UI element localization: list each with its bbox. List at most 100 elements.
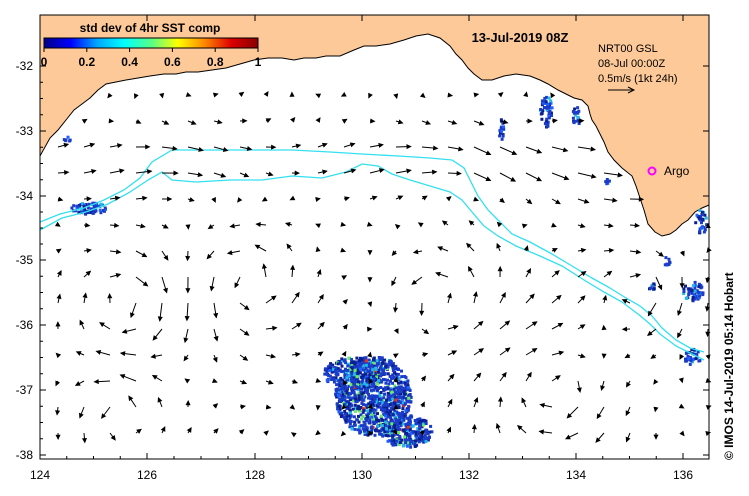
sst-pixel	[350, 404, 354, 408]
sst-pixel	[498, 134, 502, 138]
colorbar-tick-label: 0	[41, 55, 48, 69]
current-vector	[473, 372, 482, 382]
current-vector	[602, 294, 608, 304]
sst-pixel	[338, 379, 342, 383]
current-vector	[133, 93, 139, 100]
sst-pixel	[336, 367, 340, 371]
sst-pixel	[408, 442, 411, 446]
sst-pixel	[369, 385, 373, 389]
sst-pixel	[375, 420, 378, 424]
sst-pixel	[375, 389, 379, 393]
current-vector	[473, 348, 485, 356]
current-vector	[499, 292, 506, 304]
current-vector	[340, 91, 347, 97]
current-vector	[445, 196, 452, 202]
sst-pixel	[355, 393, 358, 397]
sst-pixel	[393, 395, 397, 399]
current-vector	[211, 378, 218, 383]
sst-pixel	[374, 428, 377, 432]
sst-pixel	[401, 407, 405, 411]
sst-pixel	[408, 421, 412, 425]
sst-pixel	[335, 402, 339, 406]
sst-pixel	[413, 419, 417, 422]
sst-pixel	[418, 423, 422, 426]
sst-pixel	[362, 385, 366, 389]
sst-pixel	[699, 215, 703, 218]
current-vector	[83, 248, 92, 254]
sst-pixel	[386, 378, 389, 382]
current-vector	[238, 429, 245, 435]
sst-pixel	[411, 424, 415, 428]
sst-pixel	[364, 372, 368, 376]
sst-pixel	[400, 369, 403, 373]
sst-pixel	[367, 396, 371, 400]
current-vector	[417, 222, 424, 228]
current-vector	[109, 249, 122, 255]
current-vector	[565, 432, 579, 440]
sst-pixel	[380, 400, 384, 404]
sst-pixel	[382, 406, 386, 410]
sst-pixel	[378, 394, 382, 398]
sst-pixel	[391, 401, 395, 405]
sst-pixel	[388, 439, 392, 443]
sst-pixel	[362, 391, 366, 395]
current-vector	[621, 299, 631, 304]
sst-pixel	[422, 423, 425, 427]
sst-pixel	[345, 402, 349, 406]
sst-pixel	[691, 284, 695, 288]
current-vector	[421, 120, 432, 125]
sst-pixel	[546, 120, 550, 124]
sst-pixel	[687, 357, 691, 360]
sst-pixel	[364, 403, 368, 407]
sst-pixel	[408, 420, 412, 424]
sst-pixel	[389, 379, 392, 383]
sst-pixel	[365, 362, 369, 365]
sst-pixel	[423, 433, 427, 437]
sst-pixel	[375, 386, 379, 390]
sst-pixel	[103, 206, 107, 210]
lon-tick-label: 128	[245, 468, 265, 482]
sst-pixel	[353, 403, 357, 407]
colorbar-label: std dev of 4hr SST comp	[80, 21, 221, 35]
current-vector	[411, 276, 423, 285]
current-vector	[101, 406, 111, 419]
sst-pixel	[92, 205, 96, 209]
sst-pixel	[373, 397, 377, 401]
current-vector	[284, 222, 293, 227]
sst-pixel	[704, 216, 708, 220]
sst-pixel	[415, 434, 419, 438]
sst-pixel	[500, 137, 504, 141]
sst-pixel	[343, 409, 347, 413]
sst-pixel	[429, 424, 433, 428]
current-vector	[471, 423, 477, 434]
sst-pixel	[365, 391, 369, 395]
sst-pixel	[406, 422, 410, 425]
sst-pixel	[356, 407, 360, 411]
current-vector	[412, 249, 423, 255]
sst-pixel	[343, 384, 347, 388]
sst-pixel	[361, 415, 365, 419]
current-vector	[157, 302, 163, 322]
sst-pixel	[548, 109, 552, 113]
sst-pixel	[348, 396, 352, 400]
current-vector	[265, 325, 278, 331]
sst-pixel	[390, 376, 393, 380]
sst-pixel	[386, 391, 390, 395]
sst-pixel	[345, 386, 349, 390]
sst-pixel	[356, 404, 360, 408]
sst-pixel	[330, 377, 334, 381]
vector-legend: NRT00 GSL 08-Jul 00:00Z 0.5m/s (1kt 24h)	[598, 43, 677, 94]
sst-pixel	[547, 116, 551, 120]
sst-pixel	[407, 405, 411, 409]
sst-pixel	[691, 296, 695, 299]
current-vector	[317, 321, 325, 330]
current-vector	[395, 144, 412, 150]
sst-pixel	[689, 289, 693, 293]
sst-pixel	[383, 362, 387, 366]
current-vector	[135, 195, 148, 201]
sst-pixel	[349, 411, 352, 415]
sst-pixel	[371, 381, 375, 385]
current-vector	[523, 245, 529, 252]
current-vector	[315, 430, 321, 436]
current-vector	[650, 353, 657, 359]
